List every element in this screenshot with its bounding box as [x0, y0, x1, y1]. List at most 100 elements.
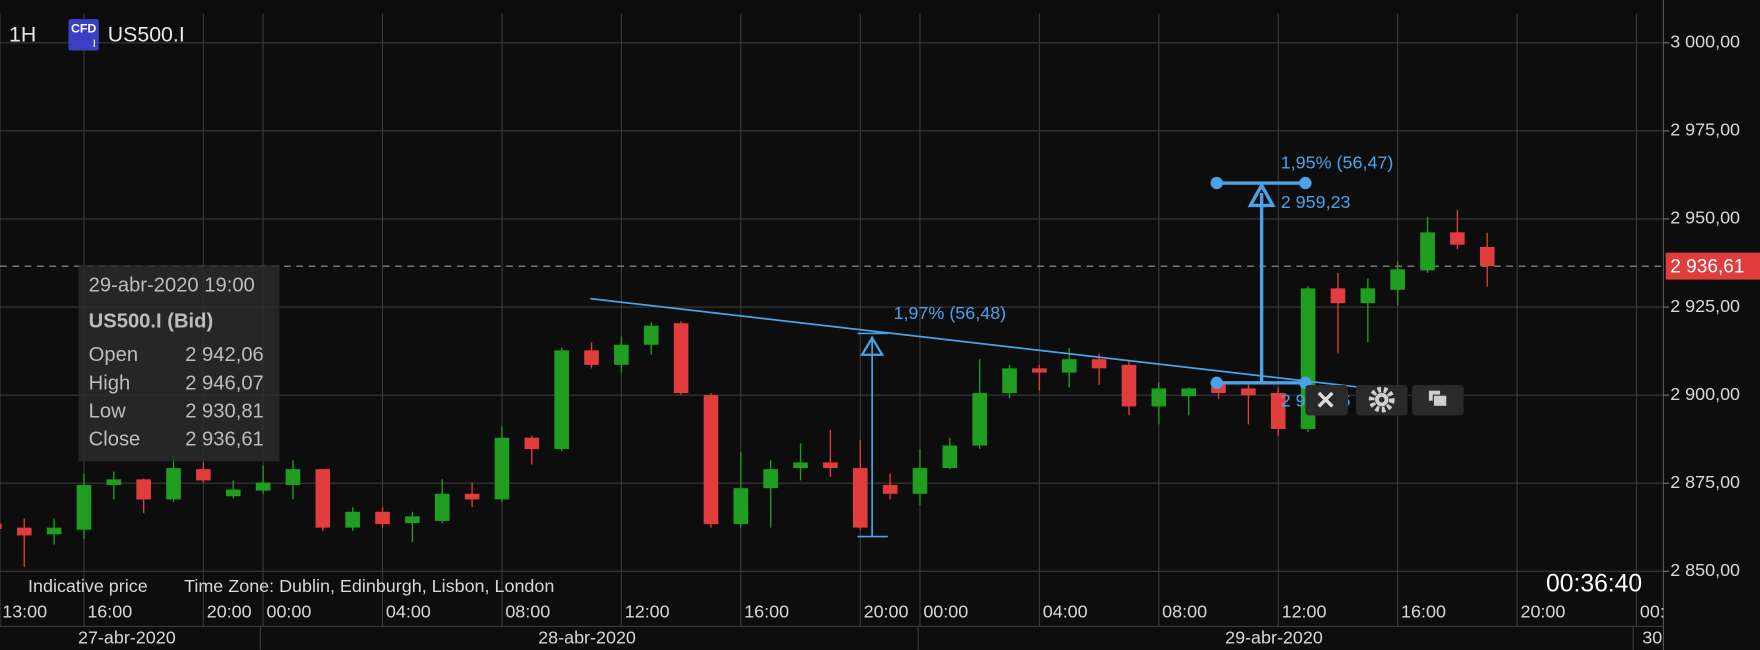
x-tick-label: 12:00 — [625, 602, 670, 622]
candle-body — [643, 325, 659, 345]
date-label: 27-abr-2020 — [78, 627, 176, 647]
candle-body — [16, 527, 32, 536]
clone-icon — [1432, 394, 1448, 407]
x-tick-label: 08:00 — [1162, 602, 1207, 622]
candle-body — [823, 462, 838, 469]
candle-body — [106, 479, 122, 485]
candle-body — [315, 469, 331, 528]
last-price-label: 2 936,61 — [1670, 256, 1744, 277]
candle-body — [972, 393, 987, 446]
x-tick-label: 00: — [1640, 602, 1665, 622]
x-tick-label: 12:00 — [1282, 602, 1327, 622]
x-tick-label: 00:00 — [266, 602, 311, 622]
x-tick-label: 16:00 — [1401, 602, 1446, 622]
candle-body — [285, 469, 301, 485]
candle-body — [464, 493, 480, 500]
tooltip-label: Open — [89, 344, 138, 366]
x-tick-label: 20:00 — [864, 602, 909, 622]
candle-body — [614, 344, 629, 365]
axis-panel — [1663, 0, 1760, 650]
symbol-icon — [68, 19, 99, 51]
x-tick-label: 04:00 — [386, 602, 431, 622]
handle[interactable] — [1210, 376, 1223, 389]
timezone[interactable]: Time Zone: Dublin, Edinburgh, Lisbon, Lo… — [184, 576, 554, 596]
y-tick-label: 2 975,00 — [1670, 120, 1740, 140]
candle-body — [1061, 359, 1077, 373]
candle-body — [225, 489, 241, 497]
tooltip-value: 2 936,61 — [185, 428, 264, 450]
tooltip-subtitle: US500.I (Bid) — [89, 311, 214, 333]
candle-body — [1151, 388, 1167, 407]
y-tick-label: 2 950,00 — [1670, 208, 1740, 228]
candle-body — [375, 511, 390, 525]
candle-body — [1002, 368, 1017, 394]
tooltip-value: 2 942,06 — [185, 344, 264, 366]
x-tick-label: 20:00 — [207, 602, 252, 622]
tooltip-box — [78, 264, 280, 462]
annotation: 1,97% (56,48) — [893, 303, 1006, 323]
x-tick-label: 00:00 — [923, 602, 968, 622]
y-tick-label: 2 850,00 — [1670, 560, 1740, 580]
x-tick-label: 04:00 — [1043, 602, 1088, 622]
measure-arrow — [860, 335, 885, 356]
interval[interactable]: 1H — [9, 23, 36, 47]
handle[interactable] — [1210, 176, 1223, 190]
tooltip-label: Low — [89, 400, 126, 422]
symbol[interactable]: US500.I — [108, 23, 185, 47]
candle-body — [76, 484, 92, 530]
candle-body — [524, 437, 540, 450]
candle-body — [1390, 269, 1405, 290]
candle-body — [584, 350, 599, 365]
annotation: 1,95% (56,47) — [1281, 153, 1394, 173]
footer-note: Indicative price — [28, 576, 148, 596]
annotation: 2 959,23 — [1281, 192, 1351, 212]
date-label: 30 — [1642, 627, 1662, 647]
candle-body — [46, 527, 62, 535]
y-tick-label: 3 000,00 — [1670, 32, 1740, 52]
x-tick-label: 08:00 — [505, 602, 550, 622]
clock: 00:36:40 — [1546, 570, 1642, 597]
candle-body — [882, 484, 898, 494]
candle-body — [1450, 232, 1465, 245]
candle-body — [1360, 288, 1376, 304]
date-label: 28-abr-2020 — [538, 627, 636, 647]
candle-body — [345, 511, 360, 528]
candle-body — [554, 350, 569, 450]
handle[interactable] — [1299, 176, 1312, 190]
candle-body — [673, 323, 689, 394]
candle-body — [166, 468, 181, 500]
trend-line — [590, 297, 1361, 389]
candle-body — [0, 523, 2, 530]
candle-body — [1479, 246, 1495, 267]
tooltip-label: Close — [89, 428, 141, 450]
candle-body — [434, 493, 450, 521]
measure-arrow — [1247, 181, 1276, 208]
candle-body — [1091, 359, 1107, 369]
x-tick-label: 20:00 — [1520, 602, 1565, 622]
delete-icon — [1317, 391, 1334, 408]
candle-body — [136, 479, 151, 500]
tooltip-title: 29-abr-2020 19:00 — [89, 275, 255, 297]
tooltip-label: High — [89, 372, 131, 394]
y-tick-label: 2 925,00 — [1670, 296, 1740, 316]
candle-body — [763, 469, 778, 489]
y-tick-label: 2 875,00 — [1670, 472, 1740, 492]
icon-text: I — [93, 38, 96, 50]
drawings — [590, 176, 1361, 538]
x-tick-label: 13:00 — [2, 602, 47, 622]
date-label: 29-abr-2020 — [1225, 627, 1323, 647]
y-tick-label: 2 900,00 — [1670, 384, 1740, 404]
drawing-toolbar — [1305, 385, 1464, 416]
settings-icon — [1368, 386, 1395, 413]
candle-body — [942, 445, 958, 469]
candle-body — [1121, 364, 1137, 407]
candle-body — [852, 468, 868, 528]
candle-body — [793, 462, 808, 469]
candle-body — [1032, 368, 1047, 373]
tooltip-value: 2 946,07 — [185, 372, 264, 394]
candle-body — [1181, 388, 1196, 397]
tooltip-value: 2 930,81 — [185, 400, 264, 422]
